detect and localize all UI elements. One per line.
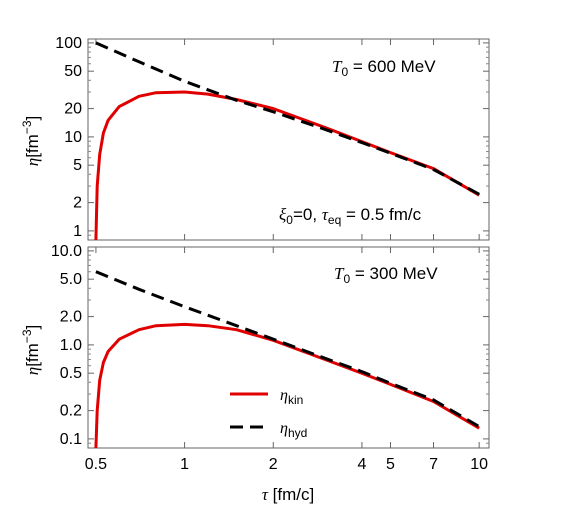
bottom-y-ticks: 0.1 0.2 0.5 1.0 2.0 5.0 10.0 bbox=[51, 243, 489, 448]
top-ytick-label-6: 100 bbox=[55, 35, 82, 52]
bottom-y-axis-label: η[fm−3] bbox=[20, 325, 42, 375]
xtick-label-0: 0.5 bbox=[85, 456, 107, 473]
xtick-label-5: 7 bbox=[429, 456, 438, 473]
bottom-ytick-label-6: 10.0 bbox=[51, 243, 82, 260]
top-series-kin-line bbox=[94, 90, 480, 241]
top-annotation-T0: T0 = 600 MeV bbox=[332, 57, 436, 79]
x-axis-label: τ [fm/c] bbox=[262, 485, 314, 504]
bottom-series-hyd-line bbox=[95, 270, 480, 428]
xtick-label-1: 1 bbox=[180, 456, 189, 473]
legend-kin-label: ηkin bbox=[280, 387, 303, 407]
top-series-hyd-line bbox=[95, 41, 480, 196]
legend-hyd-label: ηhyd bbox=[280, 420, 307, 440]
top-ytick-label-5: 50 bbox=[64, 63, 82, 80]
bottom-ytick-label-1: 0.2 bbox=[60, 403, 82, 420]
bottom-annotation-T0: T0 = 300 MeV bbox=[334, 264, 438, 286]
bottom-ytick-label-2: 0.5 bbox=[60, 365, 82, 382]
top-series bbox=[94, 41, 480, 241]
top-ytick-label-4: 20 bbox=[64, 101, 82, 118]
bottom-ytick-label-3: 1.0 bbox=[60, 337, 82, 354]
bottom-plot-frame bbox=[87, 246, 490, 449]
bottom-ytick-label-4: 2.0 bbox=[60, 309, 82, 326]
bottom-ytick-label-5: 5.0 bbox=[60, 271, 82, 288]
top-ytick-label-3: 10 bbox=[64, 129, 82, 146]
top-ytick-label-2: 5 bbox=[73, 157, 82, 174]
top-ytick-label-0: 1 bbox=[73, 223, 82, 240]
xtick-label-4: 5 bbox=[386, 456, 395, 473]
xtick-label-2: 2 bbox=[269, 456, 278, 473]
top-plot-frame bbox=[87, 38, 490, 241]
top-y-axis-label: η[fm−3] bbox=[20, 116, 42, 166]
bottom-ytick-label-0: 0.1 bbox=[60, 431, 82, 448]
bottom-series bbox=[94, 270, 480, 449]
bottom-series-kin-line bbox=[94, 322, 480, 449]
bottom-x-ticks: 0.5 1 2 4 5 7 10 bbox=[85, 247, 488, 473]
xtick-label-6: 10 bbox=[470, 456, 488, 473]
top-y-ticks: 1 2 5 10 20 50 100 bbox=[55, 35, 489, 240]
top-annotation-params: ξ0=0, τeq = 0.5 fm/c bbox=[279, 205, 422, 227]
legend: ηkin ηhyd bbox=[230, 387, 307, 440]
top-ytick-label-1: 2 bbox=[73, 195, 82, 212]
xtick-label-3: 4 bbox=[357, 456, 366, 473]
